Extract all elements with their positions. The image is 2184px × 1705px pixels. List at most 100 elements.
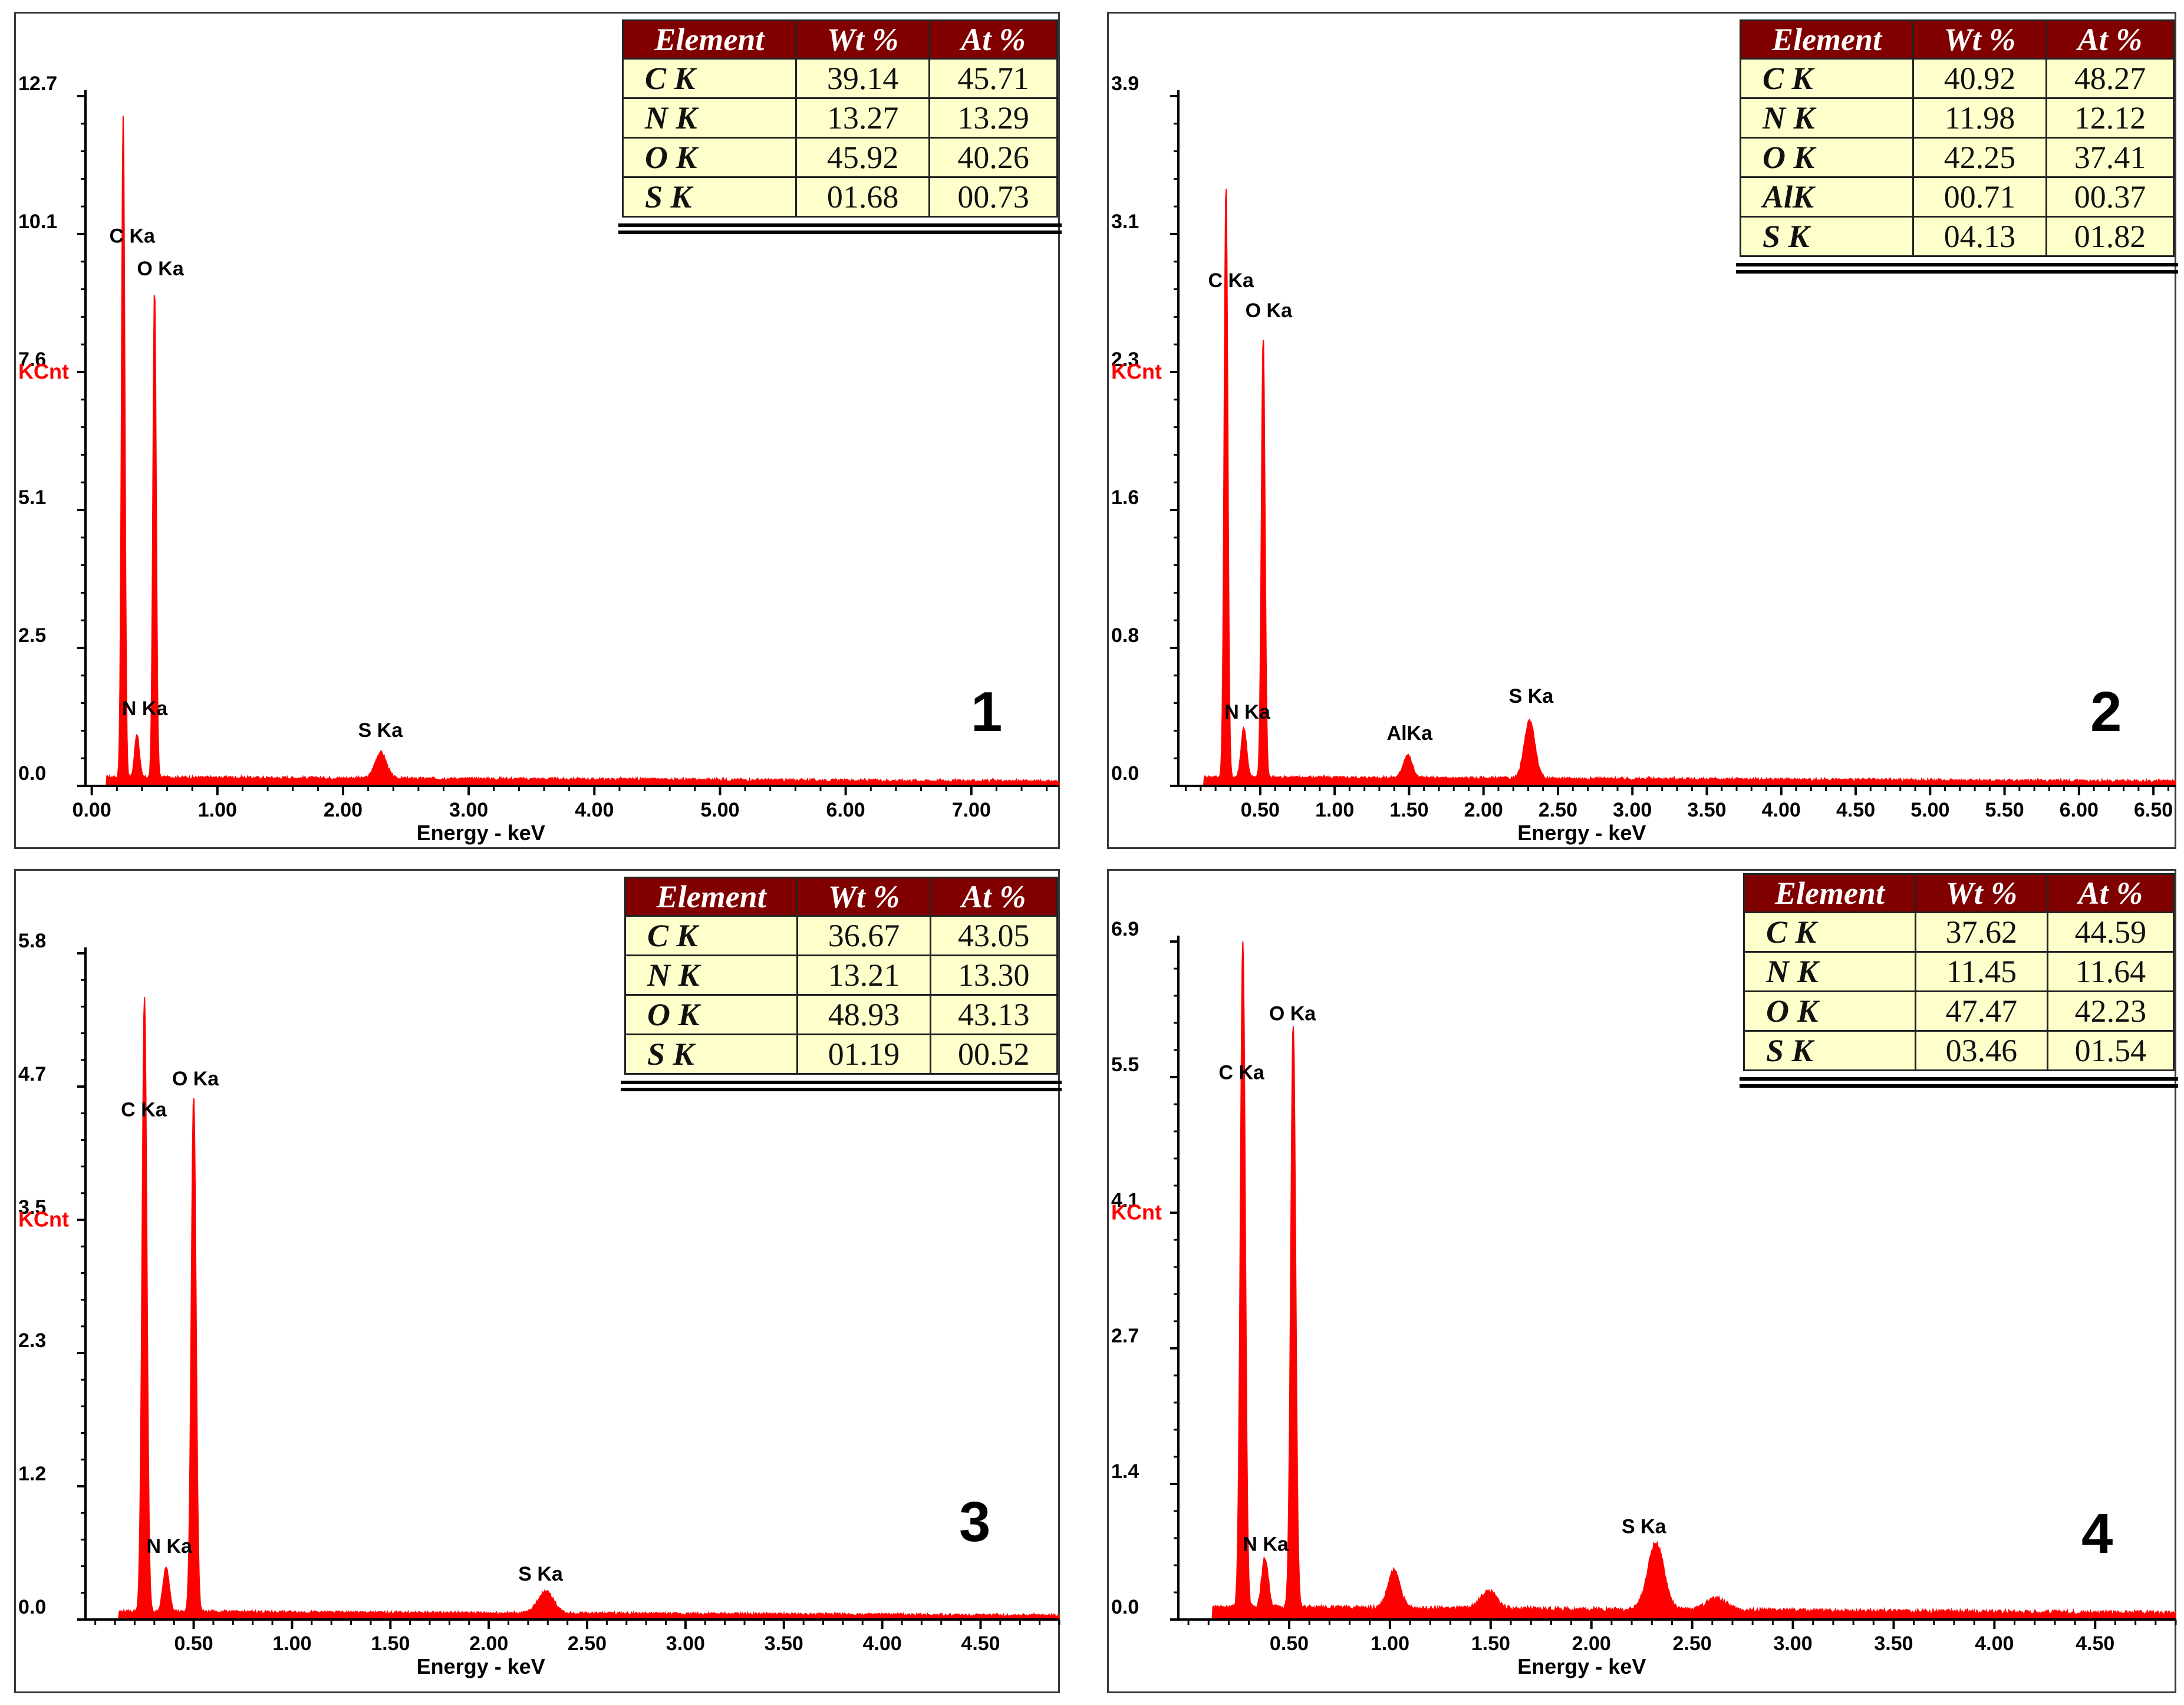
table-row: AlK 00.71 00.37 bbox=[1739, 176, 2175, 218]
x-axis-label: Energy - keV bbox=[417, 1654, 545, 1678]
y-tick-label: 7.6 bbox=[18, 348, 46, 371]
x-tick-label: 3.00 bbox=[449, 799, 488, 821]
table-row: C K 40.92 48.27 bbox=[1739, 58, 2175, 99]
x-tick-label: 0.50 bbox=[1270, 1632, 1309, 1655]
peak-label: N Ka bbox=[1224, 701, 1271, 723]
table-row: O K 42.25 37.41 bbox=[1739, 137, 2175, 178]
table-row: C K 37.62 44.59 bbox=[1743, 911, 2175, 953]
spectrum-chart-3: 0.0 1.2 2.3 3.5 4.7 5.8 KCnt 0.50 1.00 1.50 2.00 2.… bbox=[18, 930, 1060, 1678]
composition-table-2: Element Wt % At % C K 40.92 48.27 N K 11.98 12.1… bbox=[1736, 19, 2178, 274]
y-tick-label: 1.6 bbox=[1111, 486, 1139, 509]
table-row: S K 03.46 01.54 bbox=[1743, 1030, 2175, 1071]
table-row: N K 11.98 12.12 bbox=[1739, 97, 2175, 139]
element-cell: O K bbox=[1743, 990, 1916, 1032]
composition-table-3: Element Wt % At % C K 36.67 43.05 N K 13.21 13.3… bbox=[621, 877, 1062, 1091]
table-header-row: Element Wt % At % bbox=[622, 19, 1058, 60]
x-tick-label: 4.00 bbox=[863, 1632, 902, 1655]
value-cell: 13.30 bbox=[929, 954, 1058, 996]
x-axis-label: Energy - keV bbox=[1517, 1654, 1646, 1678]
value-cell: 00.73 bbox=[928, 176, 1058, 218]
table-underline bbox=[621, 1081, 1062, 1091]
y-axis-label: KCnt bbox=[18, 1207, 69, 1231]
table-header-cell: Element bbox=[622, 19, 797, 60]
x-tick-label: 4.50 bbox=[961, 1632, 1000, 1655]
element-cell: C K bbox=[622, 58, 797, 99]
value-cell: 01.82 bbox=[2045, 216, 2175, 257]
element-cell: C K bbox=[1739, 58, 1915, 99]
table-underline bbox=[1740, 1077, 2178, 1088]
y-tick-label: 1.4 bbox=[1111, 1460, 1139, 1483]
x-tick-label: 0.50 bbox=[174, 1632, 213, 1655]
peak-label: O Ka bbox=[1269, 1002, 1316, 1025]
table-header-cell: Wt % bbox=[1914, 873, 2048, 913]
y-tick-label: 0.0 bbox=[18, 1596, 46, 1618]
peak-label: S Ka bbox=[1509, 685, 1554, 707]
table-underline bbox=[1736, 263, 2178, 274]
y-tick-label: 4.1 bbox=[1111, 1189, 1139, 1212]
y-tick-label: 4.7 bbox=[18, 1063, 46, 1085]
peak-label: AlKa bbox=[1387, 722, 1434, 745]
spectrum-chart-4: 0.0 1.4 2.7 4.1 5.5 6.9 KCnt 0.50 1.00 1.50 2.00 2.… bbox=[1111, 918, 2177, 1678]
value-cell: 37.62 bbox=[1914, 911, 2048, 953]
y-tick-label: 6.9 bbox=[1111, 918, 1139, 940]
x-axis-label: Energy - keV bbox=[1517, 821, 1646, 845]
element-cell: N K bbox=[1743, 951, 1916, 992]
y-axis-label: KCnt bbox=[18, 360, 69, 384]
value-cell: 43.13 bbox=[929, 994, 1058, 1035]
panel-number-2: 2 bbox=[2090, 680, 2122, 743]
value-cell: 47.47 bbox=[1914, 990, 2048, 1032]
spectrum-panel-4: 0.0 1.4 2.7 4.1 5.5 6.9 KCnt 0.50 1.00 1.50 2.00 2.… bbox=[1107, 869, 2178, 1693]
x-tick-label: 2.50 bbox=[568, 1632, 607, 1655]
spectrum-panel-2: 0.0 0.8 1.6 2.3 3.1 3.9 KCnt 0.50 1.00 1.50 2.00 2.… bbox=[1107, 12, 2178, 849]
table-row: O K 48.93 43.13 bbox=[624, 994, 1058, 1035]
x-tick-label: 2.00 bbox=[469, 1632, 508, 1655]
peak-label: S Ka bbox=[358, 719, 404, 742]
table-header-row: Element Wt % At % bbox=[1739, 19, 2175, 60]
peak-label: N Ka bbox=[146, 1535, 193, 1558]
composition-table-1: Element Wt % At % C K 39.14 45.71 N K 13.27 13.2… bbox=[618, 19, 1062, 234]
element-cell: N K bbox=[624, 954, 799, 996]
x-tick-label: 1.00 bbox=[198, 799, 237, 821]
table-row: N K 11.45 11.64 bbox=[1743, 951, 2175, 992]
x-tick-label: 1.50 bbox=[1471, 1632, 1510, 1655]
x-tick-label: 2.00 bbox=[1464, 799, 1503, 821]
spectrum-series bbox=[1178, 941, 2176, 1620]
value-cell: 42.25 bbox=[1912, 137, 2047, 178]
value-cell: 13.21 bbox=[796, 954, 931, 996]
spectrum-series bbox=[85, 116, 1060, 786]
value-cell: 48.93 bbox=[796, 994, 931, 1035]
element-cell: O K bbox=[622, 137, 797, 178]
x-tick-label: 7.00 bbox=[952, 799, 991, 821]
table-header-cell: At % bbox=[2046, 873, 2175, 913]
table-row: S K 04.13 01.82 bbox=[1739, 216, 2175, 257]
element-cell: S K bbox=[1743, 1030, 1916, 1071]
value-cell: 42.23 bbox=[2046, 990, 2175, 1032]
x-tick-label: 1.00 bbox=[272, 1632, 311, 1655]
spectrum-panel-1: 0.0 2.5 5.1 7.6 10.1 12.7 KCnt 0.00 1.00 2.00 3.00… bbox=[14, 12, 1062, 849]
element-cell: N K bbox=[622, 97, 797, 139]
y-tick-label: 0.0 bbox=[18, 762, 46, 785]
x-tick-label: 6.00 bbox=[2060, 799, 2099, 821]
value-cell: 11.64 bbox=[2046, 951, 2175, 992]
y-axis-label: KCnt bbox=[1111, 1200, 1162, 1225]
table-row: C K 36.67 43.05 bbox=[624, 915, 1058, 956]
x-tick-label: 3.50 bbox=[1874, 1632, 1913, 1655]
value-cell: 13.27 bbox=[795, 97, 931, 139]
peak-label: C Ka bbox=[121, 1099, 167, 1121]
table-header-cell: Element bbox=[624, 877, 799, 917]
spectrum-series bbox=[1178, 189, 2176, 786]
value-cell: 40.26 bbox=[928, 137, 1058, 178]
value-cell: 37.41 bbox=[2045, 137, 2175, 178]
x-tick-label: 1.50 bbox=[371, 1632, 410, 1655]
y-tick-label: 0.0 bbox=[1111, 762, 1139, 785]
table-row: S K 01.68 00.73 bbox=[622, 176, 1058, 218]
peak-label: C Ka bbox=[1218, 1061, 1265, 1084]
table-header-row: Element Wt % At % bbox=[624, 877, 1058, 917]
table-row: C K 39.14 45.71 bbox=[622, 58, 1058, 99]
panel-number-1: 1 bbox=[971, 680, 1003, 743]
x-tick-label: 2.50 bbox=[1673, 1632, 1712, 1655]
y-tick-label: 5.1 bbox=[18, 486, 46, 509]
value-cell: 03.46 bbox=[1914, 1030, 2048, 1071]
table-row: S K 01.19 00.52 bbox=[624, 1033, 1058, 1075]
panel-number-4: 4 bbox=[2081, 1502, 2113, 1565]
